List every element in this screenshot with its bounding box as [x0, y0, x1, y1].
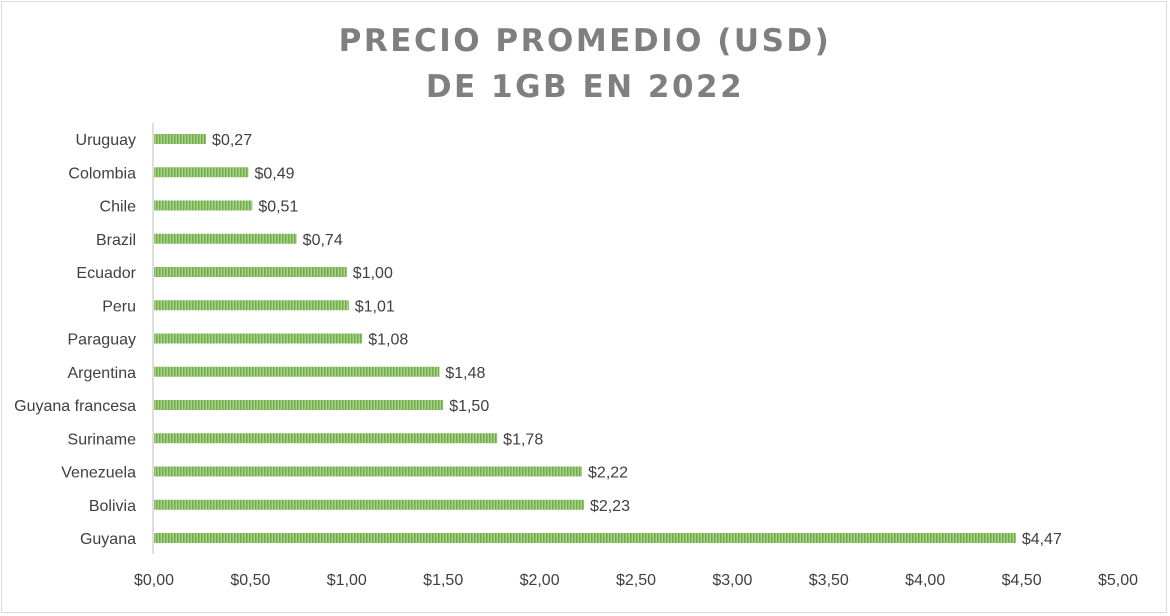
category-labels: Uruguay Colombia Chile Brazil Ecuador Peru Par…: [14, 132, 137, 548]
bar-paraguay: [154, 333, 363, 344]
category-label-venezuela: Venezuela: [61, 465, 136, 482]
category-label-brazil: Brazil: [96, 232, 136, 249]
data-label-ecuador: $1,00: [353, 265, 393, 282]
category-label-colombia: Colombia: [68, 165, 136, 182]
category-label-peru: Peru: [102, 298, 136, 315]
x-tick-label: $2,50: [616, 572, 656, 589]
data-label-guyana-francesa: $1,50: [449, 398, 489, 415]
x-tick-label: $1,50: [423, 572, 463, 589]
x-tick-label: $1,00: [327, 572, 367, 589]
bar-chile: [154, 200, 253, 211]
x-tick-label: $0,50: [230, 572, 270, 589]
data-label-colombia: $0,49: [254, 165, 294, 182]
bar-uruguay: [154, 134, 207, 144]
bars: [154, 134, 1016, 543]
bar-bolivia: [154, 499, 584, 510]
category-label-ecuador: Ecuador: [76, 265, 136, 282]
category-label-paraguay: Paraguay: [68, 332, 137, 349]
data-label-brazil: $0,74: [303, 232, 343, 249]
category-label-suriname: Suriname: [68, 431, 137, 448]
x-tick-label: $5,00: [1098, 572, 1138, 589]
category-label-chile: Chile: [100, 199, 137, 216]
data-label-paraguay: $1,08: [368, 332, 408, 349]
x-tick-label: $4,00: [905, 572, 945, 589]
x-tick-label: $2,00: [520, 572, 560, 589]
data-label-bolivia: $2,23: [590, 498, 630, 515]
category-label-guyana: Guyana: [80, 531, 136, 548]
data-label-chile: $0,51: [258, 199, 298, 216]
bar-venezuela: [154, 466, 583, 477]
data-label-guyana: $4,47: [1022, 531, 1062, 548]
data-label-peru: $1,01: [355, 298, 395, 315]
bar-suriname: [154, 433, 498, 444]
data-label-suriname: $1,78: [503, 431, 543, 448]
bar-peru: [154, 300, 349, 311]
category-label-guyana-francesa: Guyana francesa: [14, 398, 136, 415]
chart-title-line-2: DE 1GB EN 2022: [425, 69, 745, 105]
category-label-bolivia: Bolivia: [89, 498, 136, 515]
category-label-argentina: Argentina: [68, 365, 137, 382]
bar-argentina: [154, 366, 440, 377]
bar-guyana: [154, 533, 1016, 543]
chart-title: PRECIO PROMEDIO (USD) DE 1GB EN 2022: [0, 18, 1170, 110]
data-label-argentina: $1,48: [445, 365, 485, 382]
data-labels: $0,27$0,49 $0,51 $0,74 $1,00 $1,01 $1,08 $1,48…: [212, 132, 1062, 548]
bar-guyana-francesa: [154, 400, 444, 410]
category-label-uruguay: Uruguay: [76, 132, 136, 149]
x-tick-label: $3,00: [712, 572, 752, 589]
x-tick-label: $4,50: [1002, 572, 1042, 589]
x-tick-label: $3,50: [809, 572, 849, 589]
bar-ecuador: [154, 267, 347, 277]
x-tick-label: $0,00: [134, 572, 174, 589]
data-label-uruguay: $0,27: [212, 132, 252, 149]
chart-title-line-1: PRECIO PROMEDIO (USD): [338, 23, 832, 59]
bar-brazil: [154, 233, 297, 244]
data-label-venezuela: $2,22: [588, 465, 628, 482]
bar-colombia: [154, 167, 249, 178]
x-axis-tick-labels: $0,00 $0,50 $1,00 $1,50 $2,00 $2,50 $3,00 $3,50…: [134, 572, 1138, 589]
